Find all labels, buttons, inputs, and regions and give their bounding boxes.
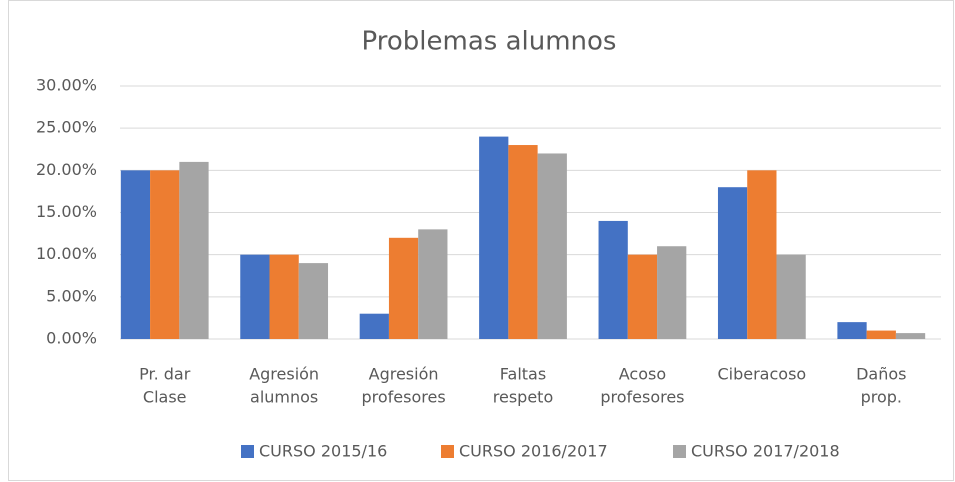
bar <box>747 170 777 339</box>
x-tick-label: Ciberacoso <box>717 365 806 384</box>
x-tick-label: prop. <box>861 388 902 407</box>
bar <box>150 170 180 339</box>
x-tick-label: Agresión <box>369 365 439 384</box>
bar <box>479 136 509 339</box>
x-tick-label: respeto <box>493 388 553 407</box>
bar <box>657 246 687 339</box>
legend-swatch <box>673 445 686 458</box>
bar <box>866 330 896 339</box>
bar <box>359 313 389 339</box>
bar <box>776 254 806 339</box>
y-tick-label: 15.00% <box>36 202 97 221</box>
x-tick-label: Clase <box>143 388 187 407</box>
bar <box>388 237 419 339</box>
x-tick-label: profesores <box>361 388 445 407</box>
x-tick-label: Acoso <box>619 365 666 384</box>
y-tick-label: 0.00% <box>46 329 97 348</box>
bar <box>717 187 748 339</box>
bar <box>508 145 538 339</box>
legend-label: CURSO 2016/2017 <box>459 442 608 461</box>
y-tick-label: 5.00% <box>46 286 97 305</box>
x-tick-label: alumnos <box>250 388 318 407</box>
x-tick-label: Pr. dar <box>139 365 191 384</box>
bar <box>895 333 926 339</box>
y-tick-label: 10.00% <box>36 244 97 263</box>
legend-label: CURSO 2017/2018 <box>691 442 840 461</box>
bar <box>627 254 658 339</box>
y-tick-label: 30.00% <box>36 76 97 95</box>
bar <box>269 254 299 339</box>
x-tick-label: Daños <box>856 365 906 384</box>
bar <box>537 153 567 339</box>
legend-swatch <box>441 445 454 458</box>
legend-label: CURSO 2015/16 <box>259 442 387 461</box>
bar <box>120 170 151 339</box>
bar <box>418 229 448 339</box>
bar <box>298 263 329 339</box>
bar <box>837 322 867 339</box>
chart-title: Problemas alumnos <box>362 27 617 57</box>
bar <box>598 220 628 339</box>
x-tick-label: profesores <box>600 388 684 407</box>
legend-swatch <box>241 445 254 458</box>
y-tick-label: 25.00% <box>36 118 97 137</box>
bar <box>179 161 209 339</box>
x-tick-label: Faltas <box>500 365 546 384</box>
bar <box>240 254 270 339</box>
x-tick-label: Agresión <box>249 365 319 384</box>
y-tick-label: 20.00% <box>36 160 97 179</box>
